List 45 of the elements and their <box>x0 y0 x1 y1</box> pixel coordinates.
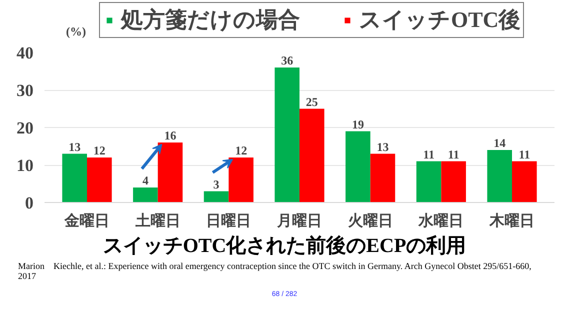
data-label: 12 <box>93 144 106 158</box>
bar <box>346 131 370 202</box>
bar <box>133 188 158 202</box>
data-label: 25 <box>306 94 318 109</box>
y-tick-label: 20 <box>16 118 34 138</box>
bar <box>416 161 442 202</box>
bar <box>512 161 537 202</box>
data-label: 12 <box>235 144 248 158</box>
x-tick-label: 火曜日 <box>348 212 393 230</box>
x-tick-label: 金曜日 <box>64 212 110 230</box>
y-tick-label: 0 <box>25 194 34 212</box>
data-label: 11 <box>423 147 434 162</box>
bar <box>487 150 512 202</box>
text: Marion Kiechle, et al.: Experience with oral emergency contraception since the OTC switch in Germany. Arch Gynecol Obstet 295/651-660, 2017 <box>17 260 532 281</box>
bar <box>158 142 183 202</box>
x-tick-label: 土曜日 <box>134 212 180 230</box>
data-label: 16 <box>164 128 176 142</box>
bar <box>274 68 300 202</box>
text: スイッチOTC化された前後のECPの利用 <box>102 234 468 259</box>
data-label: 19 <box>352 117 364 132</box>
y-tick-label: 40 <box>16 44 34 62</box>
bar <box>441 161 466 202</box>
bar <box>87 158 112 202</box>
x-tick-label: 日曜日 <box>206 212 252 230</box>
data-label: 13 <box>68 140 81 154</box>
bar <box>300 108 324 202</box>
y-tick-label: 30 <box>16 81 34 100</box>
legend-label: 処方箋だけの場合 <box>121 6 300 34</box>
legend-label: スイッチOTC後 <box>359 6 521 34</box>
x-tick-label: 水曜日 <box>418 212 464 230</box>
data-label: 4 <box>142 174 148 188</box>
data-label: 13 <box>376 140 389 154</box>
data-label: 11 <box>448 147 460 162</box>
data-label: 3 <box>213 177 220 192</box>
data-label: 14 <box>494 136 506 150</box>
y-tick-label: 10 <box>16 156 34 175</box>
data-label: 36 <box>281 54 294 68</box>
bar <box>204 191 229 202</box>
y-axis-title: (%) <box>66 24 86 38</box>
bar <box>228 158 254 202</box>
bar <box>370 154 396 202</box>
data-label: 11 <box>518 147 530 162</box>
x-tick-label: 木曜日 <box>488 212 534 230</box>
x-tick-label: 月曜日 <box>276 212 322 230</box>
bar <box>62 154 87 202</box>
